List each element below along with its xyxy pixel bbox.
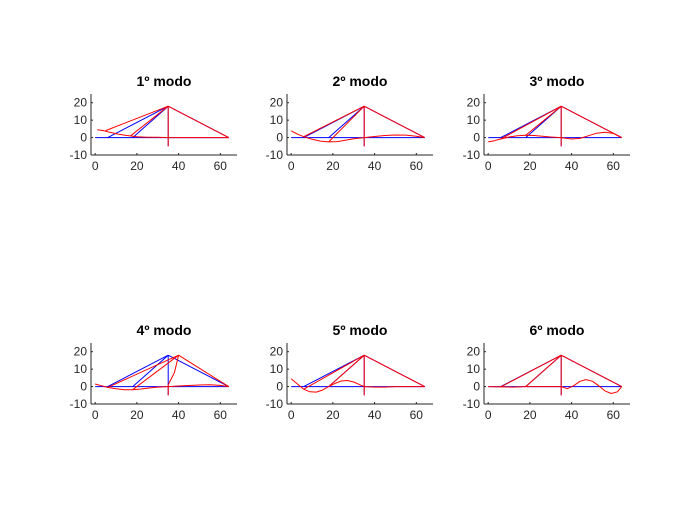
- subplot-title: 3º modo: [530, 73, 585, 89]
- mode-shape-line: [105, 105, 169, 132]
- y-tick-label: -10: [70, 397, 88, 411]
- x-tick-label: 20: [523, 408, 537, 422]
- mode-shape-line: [500, 105, 562, 140]
- x-tick-label: 60: [607, 408, 621, 422]
- mode-shape-line: [525, 105, 562, 136]
- structure-member-line: [107, 354, 169, 388]
- y-tick-label: 20: [270, 96, 284, 110]
- mode-shape-line: [303, 354, 365, 390]
- mode-shape-line: [303, 105, 365, 138]
- mode-shape-line: [363, 354, 425, 388]
- mode-shape-line: [167, 355, 180, 396]
- y-tick-label: -10: [463, 148, 481, 162]
- mode-shape-series: [290, 354, 425, 396]
- mode-shape-series: [290, 105, 425, 147]
- x-tick-label: 20: [523, 159, 537, 173]
- mode-shape-line: [560, 354, 622, 388]
- y-tick-label: 10: [74, 362, 88, 376]
- subplot-mode-1: 1º modo 0 20 40 60 -10 0 10 20: [70, 73, 237, 173]
- subplot-grid: 1º modo 0 20 40 60 -10 0 10 20 2º modo 0 20 40 60 -10 0…: [70, 73, 630, 422]
- mode-shape-series: [95, 354, 229, 396]
- y-tick-label: 20: [467, 96, 481, 110]
- x-tick-label: 20: [130, 159, 144, 173]
- structure-member-line: [107, 105, 169, 139]
- y-tick-label: 0: [473, 380, 480, 394]
- x-tick-label: 0: [92, 159, 99, 173]
- y-tick-label: -10: [266, 397, 284, 411]
- x-tick-label: 40: [565, 159, 579, 173]
- mode-shape-line: [95, 383, 229, 391]
- x-tick-label: 60: [410, 408, 424, 422]
- x-tick-label: 40: [565, 408, 579, 422]
- structure-member-line: [167, 354, 229, 388]
- x-tick-label: 0: [485, 408, 492, 422]
- mode-shape-line: [290, 378, 425, 393]
- y-tick-label: -10: [463, 397, 481, 411]
- x-tick-label: 60: [214, 408, 228, 422]
- subplot-title: 5º modo: [333, 322, 388, 338]
- x-tick-label: 0: [288, 408, 295, 422]
- x-tick-label: 20: [130, 408, 144, 422]
- subplot-title: 1º modo: [137, 73, 192, 89]
- x-tick-label: 40: [368, 159, 382, 173]
- subplot-mode-6: 6º modo 0 20 40 60 -10 0 10 20: [463, 322, 630, 422]
- subplot-title: 4º modo: [137, 322, 192, 338]
- mode-shape-line: [363, 105, 425, 139]
- y-tick-label: 0: [473, 131, 480, 145]
- y-tick-label: 10: [467, 113, 481, 127]
- mode-shape-line: [328, 105, 365, 143]
- y-tick-label: 10: [270, 113, 284, 127]
- mode-shape-series: [488, 354, 623, 396]
- mode-shape-line: [290, 130, 425, 143]
- y-tick-label: 20: [270, 345, 284, 359]
- x-tick-label: 0: [485, 159, 492, 173]
- subplot-mode-2: 2º modo 0 20 40 60 -10 0 10 20: [266, 73, 433, 173]
- x-tick-label: 0: [92, 408, 99, 422]
- y-tick-label: 10: [467, 362, 481, 376]
- y-tick-label: 10: [74, 113, 88, 127]
- mode-shape-series: [97, 105, 229, 147]
- x-tick-label: 60: [214, 159, 228, 173]
- subplot-mode-3: 3º modo 0 20 40 60 -10 0 10 20: [463, 73, 630, 173]
- x-tick-label: 40: [172, 159, 186, 173]
- x-tick-label: 60: [410, 159, 424, 173]
- y-tick-label: 0: [276, 380, 283, 394]
- y-tick-label: 20: [74, 96, 88, 110]
- mode-shape-line: [97, 129, 229, 139]
- mode-shape-line: [132, 354, 179, 391]
- mode-shape-line: [560, 105, 622, 139]
- y-tick-label: 0: [276, 131, 283, 145]
- subplot-mode-4: 4º modo 0 20 40 60 -10 0 10 20: [70, 322, 237, 422]
- y-tick-label: -10: [70, 148, 88, 162]
- x-tick-label: 40: [172, 408, 186, 422]
- x-tick-label: 20: [326, 159, 340, 173]
- mode-shape-line: [525, 354, 562, 387]
- subplot-mode-5: 5º modo 0 20 40 60 -10 0 10 20: [266, 322, 433, 422]
- x-tick-label: 0: [288, 159, 295, 173]
- mode-shape-line: [167, 105, 229, 139]
- mode-shape-line: [488, 379, 623, 394]
- y-tick-label: -10: [266, 148, 284, 162]
- y-tick-label: 10: [270, 362, 284, 376]
- mode-shape-series: [488, 105, 622, 147]
- mode-shape-line: [488, 131, 622, 143]
- y-tick-label: 0: [80, 131, 87, 145]
- subplot-title: 2º modo: [333, 73, 388, 89]
- mode-shape-line: [500, 354, 562, 388]
- x-tick-label: 60: [607, 159, 621, 173]
- y-tick-label: 20: [74, 345, 88, 359]
- x-tick-label: 20: [326, 408, 340, 422]
- mode-shape-line: [130, 105, 169, 137]
- mode-shape-line: [328, 354, 365, 387]
- structure-member-line: [132, 354, 169, 387]
- mode-shape-line: [178, 354, 229, 388]
- structure-member-line: [328, 105, 365, 138]
- y-tick-label: 20: [467, 345, 481, 359]
- x-tick-label: 40: [368, 408, 382, 422]
- subplot-title: 6º modo: [530, 322, 585, 338]
- mode-shape-line: [107, 354, 179, 388]
- y-tick-label: 0: [80, 380, 87, 394]
